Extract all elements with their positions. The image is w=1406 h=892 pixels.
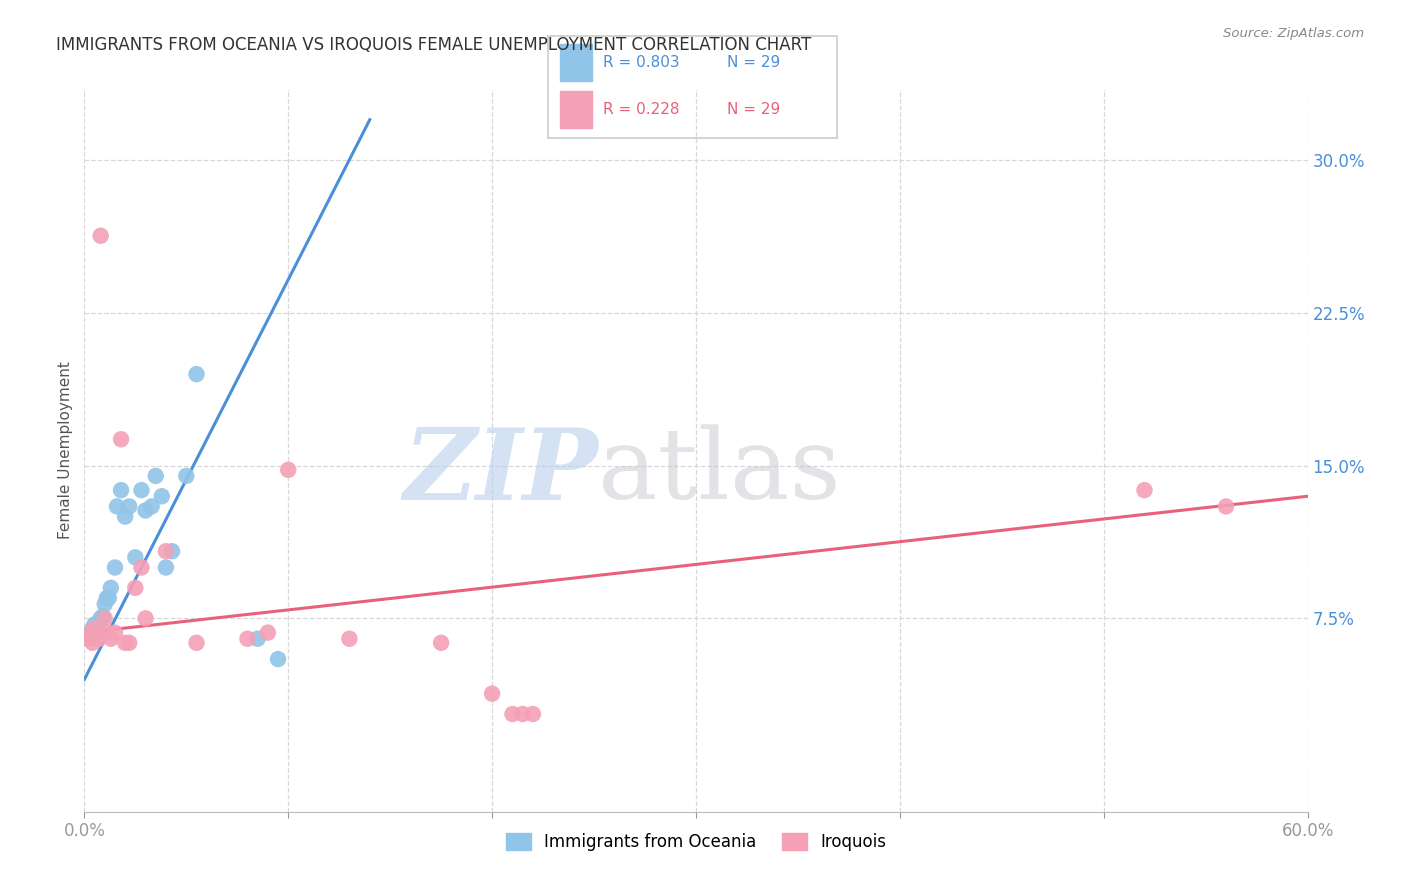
- Legend: Immigrants from Oceania, Iroquois: Immigrants from Oceania, Iroquois: [499, 826, 893, 857]
- Point: [135, 611, 157, 625]
- Point: [145, 469, 167, 483]
- Point: [90, 228, 112, 243]
- Point: [77, 632, 100, 646]
- Point: [110, 432, 132, 446]
- Point: [93, 597, 115, 611]
- Text: N = 29: N = 29: [727, 102, 780, 117]
- Point: [131, 483, 153, 497]
- Point: [79, 625, 101, 640]
- Bar: [560, 91, 592, 128]
- Point: [87, 615, 110, 630]
- Point: [118, 636, 141, 650]
- Point: [522, 706, 544, 721]
- Text: R = 0.228: R = 0.228: [603, 102, 679, 117]
- Point: [502, 706, 524, 721]
- Point: [110, 483, 132, 497]
- Point: [114, 509, 136, 524]
- Point: [339, 632, 361, 646]
- Point: [1215, 500, 1237, 514]
- Point: [87, 632, 110, 646]
- Text: N = 29: N = 29: [727, 54, 780, 70]
- Point: [155, 560, 177, 574]
- Text: R = 0.803: R = 0.803: [603, 54, 679, 70]
- Point: [100, 632, 122, 646]
- Point: [83, 622, 105, 636]
- Point: [246, 632, 269, 646]
- Point: [512, 706, 534, 721]
- Point: [277, 463, 299, 477]
- Point: [86, 625, 108, 640]
- Point: [236, 632, 259, 646]
- Point: [96, 625, 118, 640]
- Point: [118, 500, 141, 514]
- Point: [77, 632, 100, 646]
- Point: [90, 611, 112, 625]
- Point: [186, 367, 208, 381]
- Y-axis label: Female Unemployment: Female Unemployment: [58, 361, 73, 540]
- Point: [124, 550, 146, 565]
- Point: [155, 544, 177, 558]
- Point: [141, 500, 163, 514]
- Point: [124, 581, 146, 595]
- Point: [257, 625, 280, 640]
- Point: [104, 560, 127, 574]
- Point: [104, 625, 127, 640]
- Point: [160, 544, 183, 558]
- Point: [97, 591, 120, 605]
- Point: [114, 636, 136, 650]
- Point: [131, 560, 153, 574]
- Point: [93, 611, 115, 625]
- Point: [150, 489, 173, 503]
- Point: [430, 636, 453, 650]
- Point: [135, 503, 157, 517]
- Text: ZIP: ZIP: [404, 424, 598, 520]
- Point: [186, 636, 208, 650]
- Point: [267, 652, 290, 666]
- Text: IMMIGRANTS FROM OCEANIA VS IROQUOIS FEMALE UNEMPLOYMENT CORRELATION CHART: IMMIGRANTS FROM OCEANIA VS IROQUOIS FEMA…: [56, 36, 811, 54]
- Bar: [560, 44, 592, 81]
- Point: [1133, 483, 1156, 497]
- Point: [96, 591, 118, 605]
- Text: atlas: atlas: [598, 425, 841, 520]
- Point: [91, 609, 114, 624]
- Point: [82, 622, 104, 636]
- Point: [82, 636, 104, 650]
- Point: [79, 625, 101, 640]
- Point: [100, 581, 122, 595]
- Point: [83, 617, 105, 632]
- Point: [481, 687, 503, 701]
- Text: Source: ZipAtlas.com: Source: ZipAtlas.com: [1223, 27, 1364, 40]
- Point: [174, 469, 197, 483]
- Point: [105, 500, 128, 514]
